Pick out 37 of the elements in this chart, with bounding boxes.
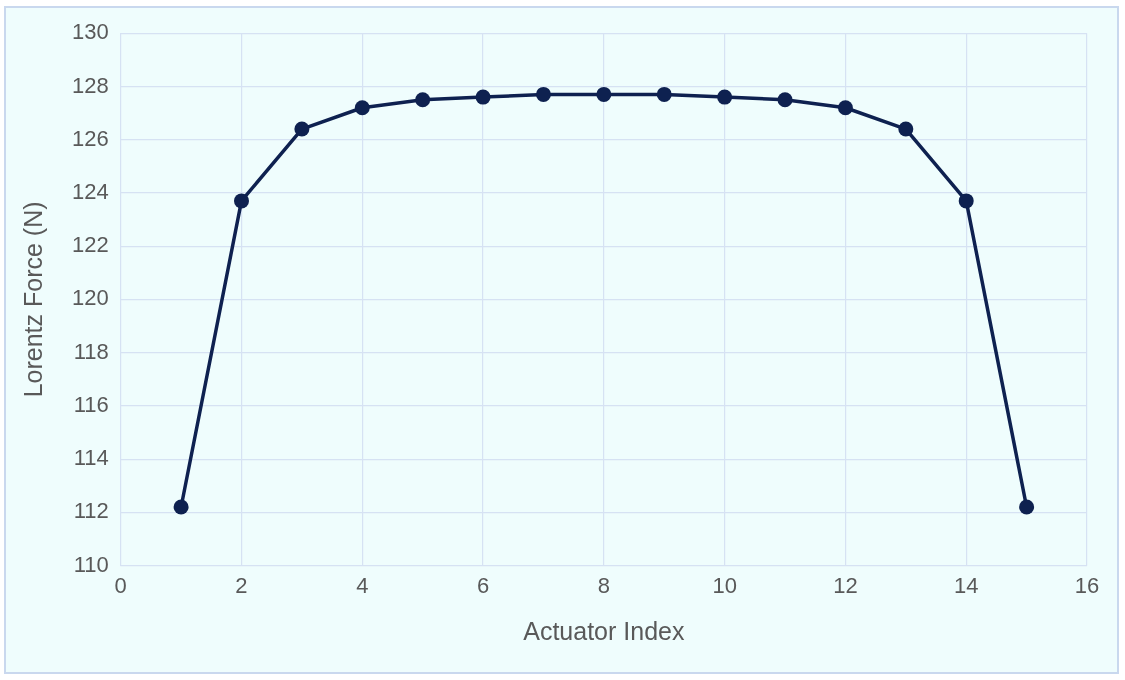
point [294, 121, 310, 137]
point [958, 193, 974, 209]
point [535, 86, 551, 102]
y-tick-label: 120 [71, 285, 109, 311]
y-tick-label: 114 [73, 445, 109, 471]
point [656, 86, 672, 102]
point [837, 100, 853, 116]
y-tick-label: 130 [71, 19, 109, 45]
point [1019, 499, 1035, 515]
point [898, 121, 914, 137]
point [415, 92, 431, 108]
y-tick-label: 118 [73, 338, 109, 364]
x-axis-title: Actuator Index [523, 616, 685, 645]
x-tick-label: 10 [712, 572, 737, 598]
x-tick-label: 12 [833, 572, 858, 598]
point [173, 499, 189, 515]
y-tick-label: 112 [73, 498, 109, 524]
y-tick-label: 122 [71, 232, 109, 258]
x-tick-label: 6 [476, 572, 490, 598]
y-tick-label: 126 [71, 125, 109, 151]
x-tick-label: 4 [356, 572, 369, 598]
point [233, 193, 249, 209]
y-tick-label: 110 [73, 551, 109, 577]
point [475, 89, 491, 105]
y-tick-label: 116 [73, 391, 109, 417]
y-axis-title: Lorentz Force (N) [18, 201, 47, 398]
x-tick-label: 16 [1074, 572, 1100, 598]
point [596, 86, 612, 102]
y-tick-label: 128 [71, 72, 109, 98]
x-tick-label: 14 [953, 572, 979, 598]
x-tick-label: 0 [114, 572, 127, 598]
x-tick-label: 2 [235, 572, 248, 598]
point [354, 100, 370, 116]
point [717, 89, 733, 105]
x-tick-label: 8 [597, 572, 610, 598]
y-tick-label: 124 [71, 178, 109, 204]
point [777, 92, 793, 108]
